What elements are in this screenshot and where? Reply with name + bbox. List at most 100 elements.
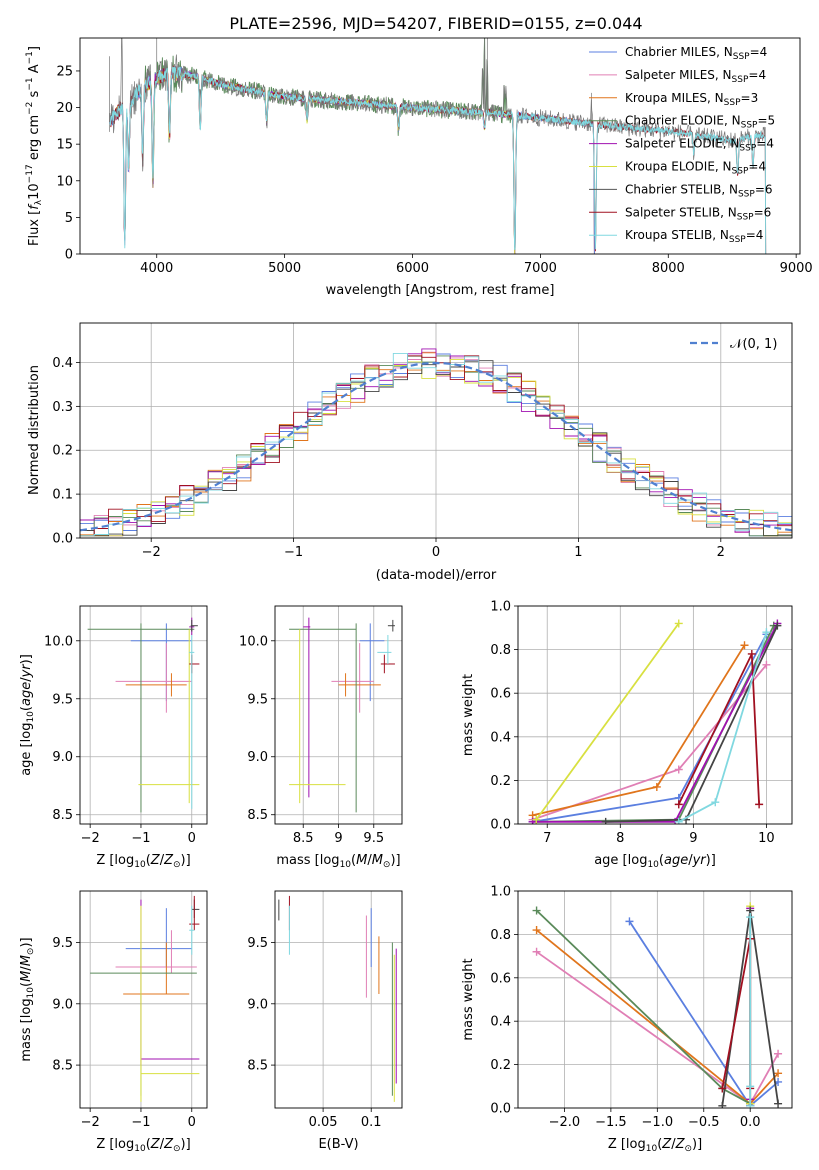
point-kroupa-miles — [123, 942, 190, 995]
panel-residuals: −2 −1 0 1 2 0.0 0.1 0.2 0.3 0.4 (data-model)/error… — [27, 322, 793, 583]
x-tick-label: 0.0 — [740, 1115, 761, 1130]
y-tick-label: 10 — [56, 174, 73, 189]
legend-label-end: =5 — [757, 114, 775, 128]
data-point — [674, 817, 683, 824]
panel-spectrum: 4000 5000 6000 7000 8000 9000 0 5 10 15 20 25 wavele… — [25, 37, 813, 298]
legend-label-sub: SSP — [741, 121, 758, 131]
x-axis-label: mass [log10(M/M⊙)] — [276, 853, 400, 870]
point-kroupa-stelib — [377, 634, 392, 664]
data-point — [625, 917, 634, 926]
x-axis-label: Z [log10(Z/Z⊙)] — [608, 1137, 702, 1154]
x-tick-label: 9 — [689, 831, 697, 846]
series-line — [535, 622, 680, 821]
legend-label: Salpeter STELIB, NSSP=6 — [625, 205, 771, 222]
x-tick-label: −2.0 — [549, 1115, 581, 1130]
plot-area — [528, 619, 782, 824]
y-axis-label: mass weight — [461, 958, 476, 1040]
x-axis-label: wavelength [Angstrom, rest frame] — [326, 283, 555, 298]
histogram-salpeter-stelib — [80, 355, 792, 537]
data-point — [532, 926, 541, 935]
y-tick-label: 9.5 — [247, 936, 268, 951]
y-tick-label: 8.5 — [247, 1059, 268, 1074]
x-tick-label: 9000 — [780, 261, 813, 276]
data-point — [747, 649, 756, 658]
axes-frame — [79, 890, 208, 1109]
axes-frame — [517, 890, 793, 1109]
y-tick-label: 9.0 — [52, 997, 73, 1012]
x-tick-label: 0 — [188, 831, 196, 846]
data-point — [674, 619, 683, 628]
x-tick-label: −2 — [81, 1115, 100, 1130]
legend-label-main: Kroupa STELIB, N — [625, 228, 729, 242]
point-kroupa-elodie — [138, 629, 200, 804]
x-axis-label: age [log10(age/yr)] — [594, 853, 716, 870]
data-point — [532, 815, 541, 824]
x-tick-label: 8.5 — [293, 831, 314, 846]
y-tick-label: 5 — [65, 211, 73, 226]
point-chabrier-miles — [359, 623, 385, 702]
legend-label-end: =6 — [755, 182, 773, 196]
plot-area — [90, 895, 200, 1102]
grid — [275, 606, 402, 824]
legend-label-sub: SSP — [729, 235, 746, 245]
plot-area — [278, 895, 397, 1102]
y-tick-label: 0.2 — [490, 1058, 511, 1073]
data-point — [740, 641, 749, 650]
x-axis-label: E(B-V) — [318, 1137, 358, 1152]
y-tick-label: 0.6 — [490, 687, 511, 702]
legend-label-main: Chabrier MILES, N — [625, 45, 733, 59]
point-salpeter-elodie — [303, 617, 311, 798]
point-chabrier-elodie — [289, 623, 357, 813]
x-tick-label: 10 — [758, 831, 775, 846]
data-point — [774, 1049, 783, 1058]
plot-area — [289, 617, 395, 813]
y-tick-label: 1.0 — [490, 885, 511, 900]
data-point — [773, 621, 782, 630]
y-tick-label: 1.0 — [490, 600, 511, 615]
point-kroupa-miles — [338, 673, 381, 697]
y-tick-label: 0.0 — [52, 532, 73, 547]
y-tick-label: 0.8 — [490, 643, 511, 658]
y-tick-label: 9.5 — [52, 936, 73, 951]
legend-label-end: =4 — [756, 137, 774, 151]
data-point — [762, 628, 771, 637]
y-tick-label: 0.8 — [490, 928, 511, 943]
data-point — [746, 1082, 755, 1091]
panel-weight_vs_Z: −2.0 −1.5 −1.0 −0.5 0.0 0.0 0.2 0.4 0.6 0.8 1.0 Z [… — [461, 885, 793, 1154]
y-axis-label: mass [log10(M/M⊙)] — [19, 937, 36, 1061]
x-tick-label: −1.0 — [642, 1115, 674, 1130]
x-axis-label: Z [log10(Z/Z⊙)] — [96, 853, 190, 870]
legend-label: Chabrier MILES, NSSP=4 — [625, 45, 767, 62]
series-kroupa-miles — [528, 641, 749, 820]
y-tick-label: 0 — [65, 248, 73, 263]
legend-label-main: Kroupa MILES, N — [625, 91, 724, 105]
legend-label-end: =4 — [748, 160, 766, 174]
y-tick-label: 0.2 — [52, 444, 73, 459]
x-tick-label: 2 — [717, 545, 725, 560]
histogram-kroupa-stelib — [80, 352, 792, 537]
legend-label: Chabrier STELIB, NSSP=6 — [625, 182, 773, 199]
y-tick-label: 8.5 — [52, 808, 73, 823]
x-tick-label: 9 — [334, 831, 342, 846]
y-axis-label: Normed distribution — [27, 365, 42, 495]
panel-mass_vs_Z: −2 −1 0 8.5 9.0 9.5 Z [log10(Z/Z⊙)] mass [log10… — [19, 890, 208, 1154]
x-tick-label: −2 — [81, 831, 100, 846]
data-point — [774, 1069, 783, 1078]
data-point — [711, 798, 720, 807]
y-tick-label: 15 — [56, 138, 73, 153]
axes-frame — [79, 37, 801, 255]
y-tick-label: 9.5 — [247, 692, 268, 707]
legend-label-end: =4 — [746, 228, 764, 242]
y-tick-label: 0.2 — [490, 774, 511, 789]
legend-label: Kroupa MILES, NSSP=3 — [625, 91, 758, 108]
legend-label-sub: SSP — [733, 52, 750, 62]
data-point — [762, 660, 771, 669]
point-chabrier-stelib — [190, 619, 198, 632]
plot-area — [87, 617, 200, 813]
y-tick-label: 20 — [56, 101, 73, 116]
x-tick-label: 0 — [188, 1115, 196, 1130]
y-tick-label: 0.0 — [490, 1102, 511, 1117]
plot-area — [532, 902, 783, 1108]
data-point — [746, 1101, 755, 1108]
